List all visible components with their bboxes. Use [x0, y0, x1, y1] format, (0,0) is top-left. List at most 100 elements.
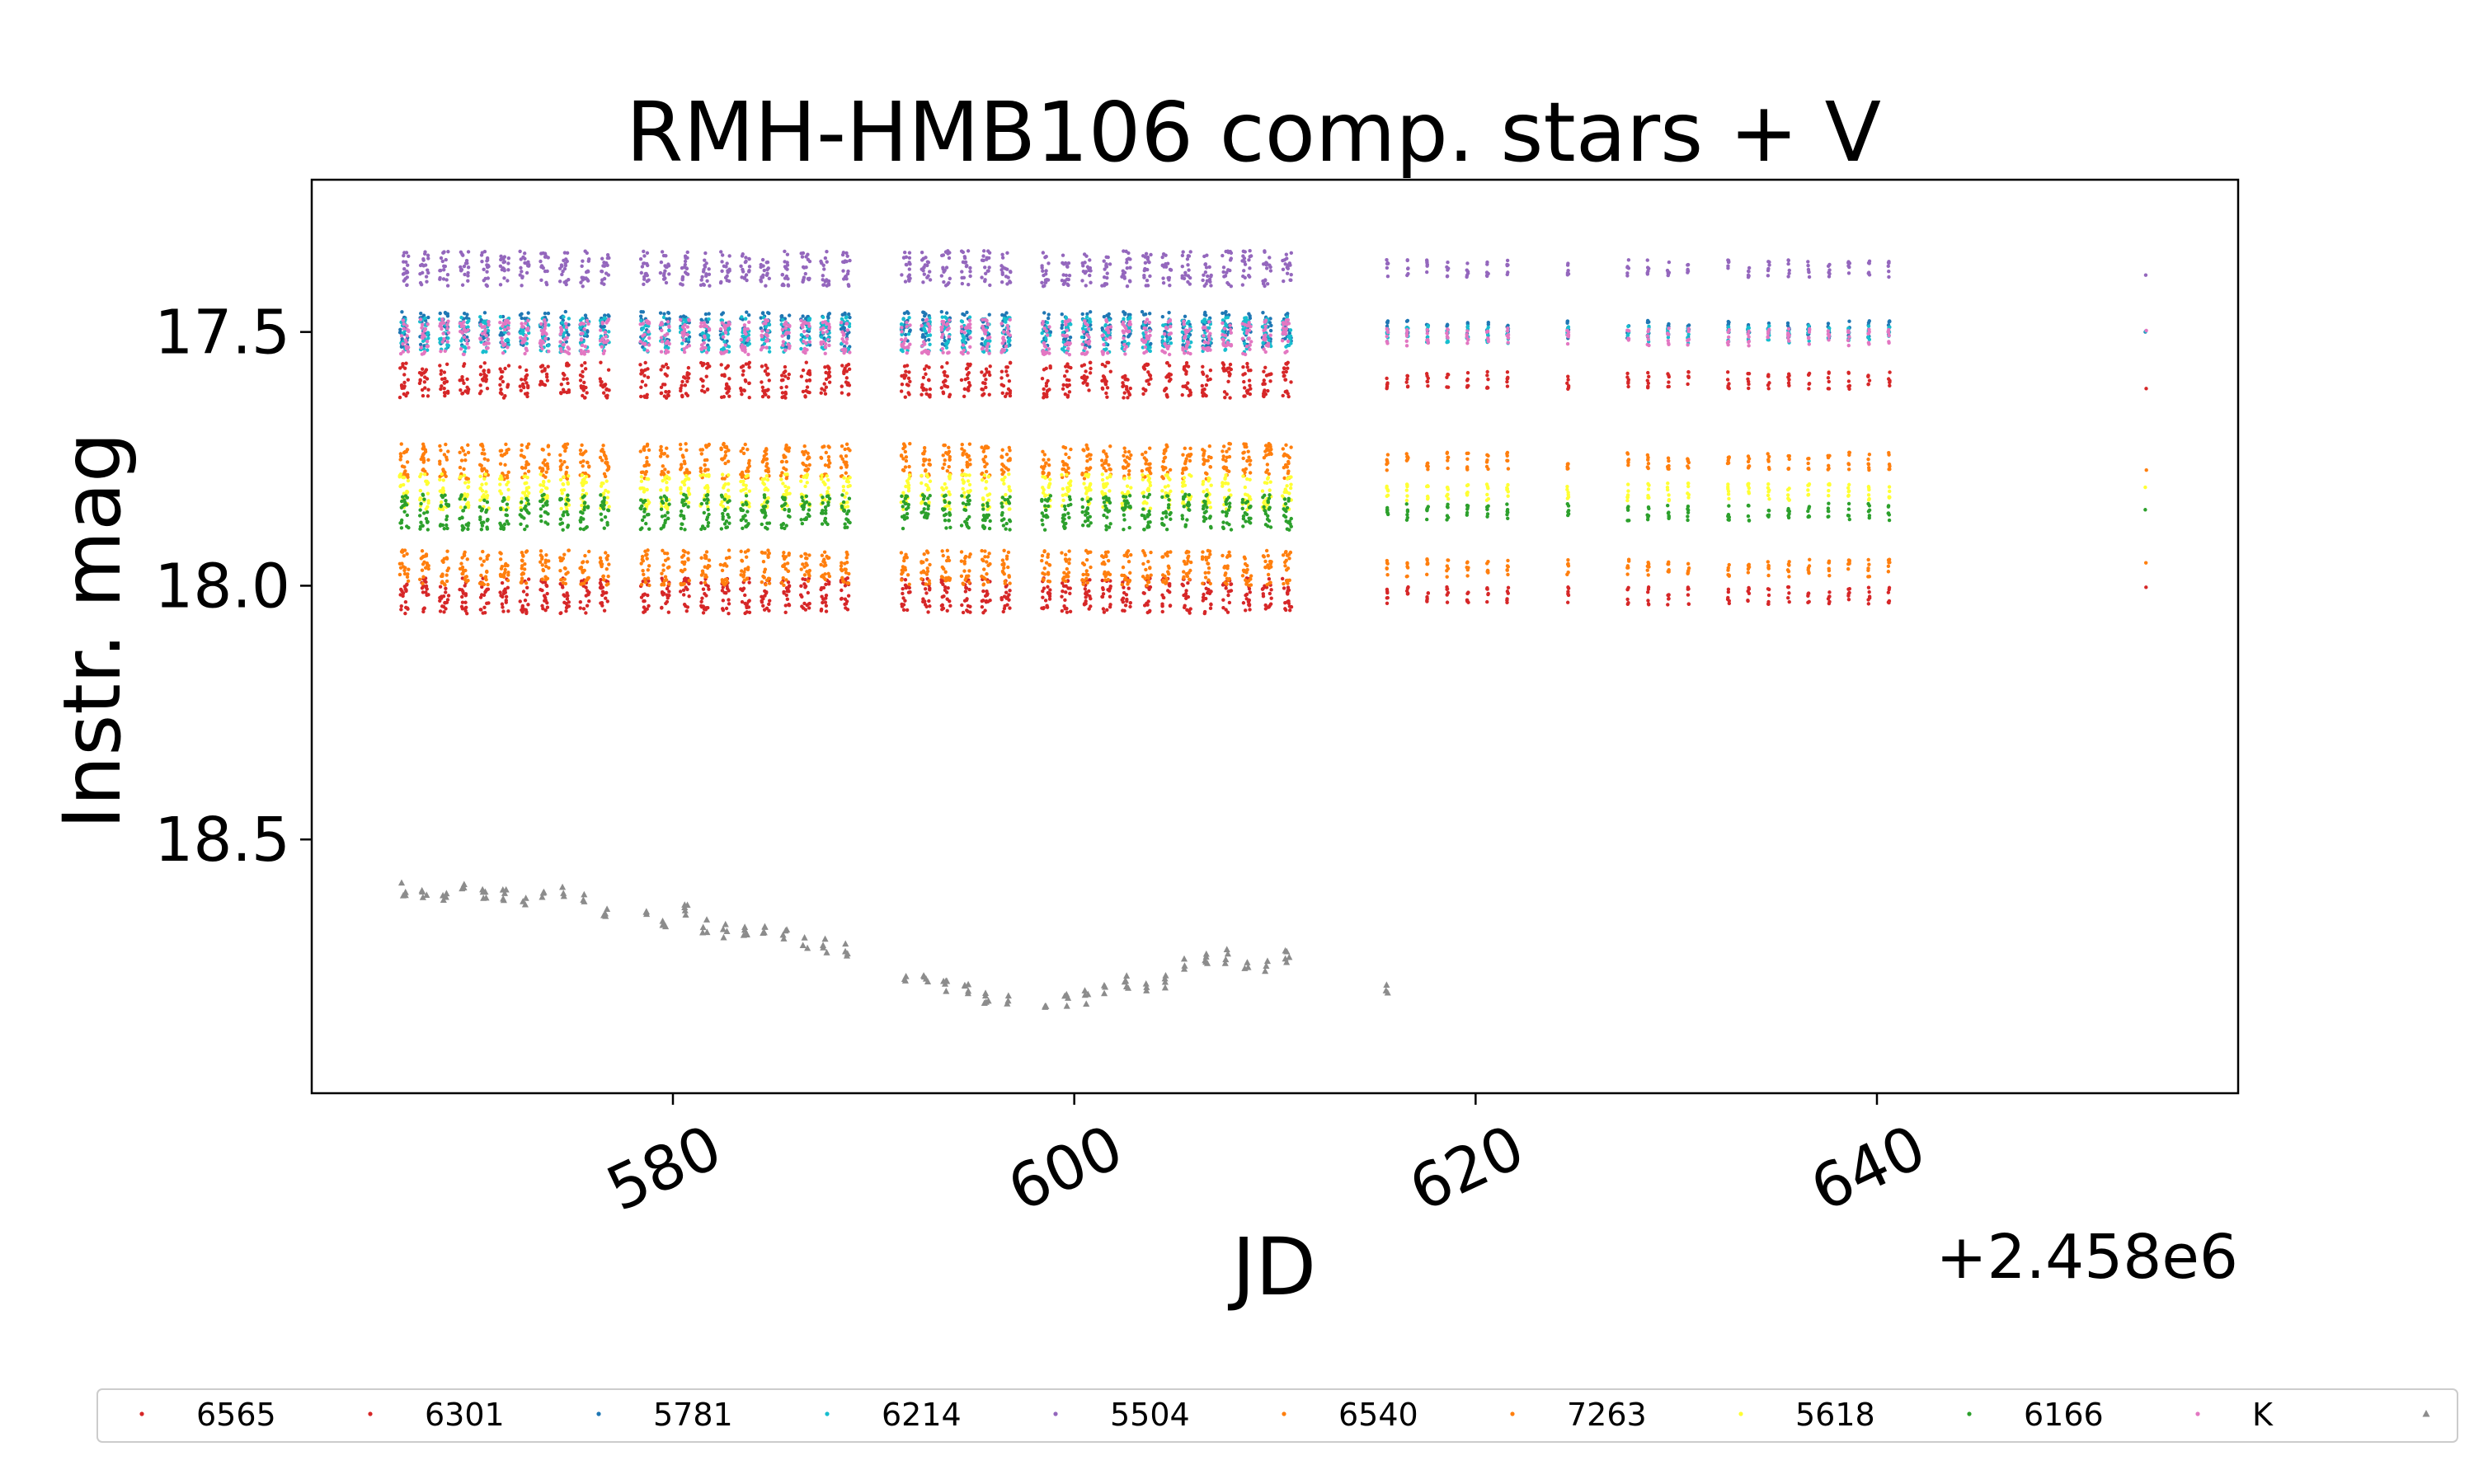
- data-point-6214: [465, 320, 469, 325]
- data-point-6540: [605, 460, 609, 465]
- data-point-6301: [904, 369, 908, 373]
- data-point-6301: [1048, 364, 1052, 369]
- data-point-6540: [703, 444, 708, 448]
- data-point-5504: [1187, 268, 1191, 272]
- data-point-6301: [598, 377, 602, 381]
- data-point-6301: [948, 392, 952, 397]
- data-point-6540: [765, 462, 769, 466]
- data-point-6565: [962, 599, 967, 603]
- data-point-6540: [661, 464, 666, 468]
- data-point-6301: [559, 383, 564, 387]
- data-point-6301: [582, 396, 587, 400]
- data-point-6540: [578, 448, 583, 453]
- data-point-6565: [1747, 591, 1752, 595]
- data-point-6565: [541, 580, 545, 585]
- data-point-6565: [767, 608, 771, 613]
- data-point-6301: [1222, 390, 1227, 394]
- data-point-5504: [843, 259, 848, 263]
- data-point-5504: [1100, 284, 1104, 288]
- data-point-6565: [559, 611, 563, 615]
- data-point-6301: [680, 393, 684, 397]
- data-point-5504: [685, 250, 689, 255]
- data-point-6301: [827, 370, 831, 374]
- data-point-6565: [701, 611, 706, 615]
- data-point-6565: [1286, 588, 1291, 593]
- data-point-5504: [980, 258, 985, 262]
- data-point-6565: [1727, 601, 1732, 606]
- data-point-6214: [1267, 338, 1271, 342]
- data-point-6301: [1245, 365, 1249, 369]
- data-point-5504: [1005, 251, 1009, 256]
- data-point-6301: [462, 362, 467, 366]
- data-point-6301: [400, 386, 404, 391]
- data-point-6301: [518, 365, 522, 369]
- data-point-5504: [1188, 275, 1192, 280]
- data-point-6540: [463, 453, 468, 457]
- data-point-6565: [581, 607, 586, 611]
- data-point-6565: [1084, 599, 1088, 603]
- data-point-5504: [1846, 271, 1851, 275]
- data-point-6540: [438, 444, 442, 448]
- data-point-5504: [822, 283, 826, 287]
- data-point-5781: [943, 338, 947, 343]
- data-point-6565: [907, 585, 912, 590]
- data-point-5504: [1041, 251, 1046, 255]
- data-point-6301: [727, 377, 731, 381]
- data-point-5504: [719, 279, 723, 284]
- data-point-6565: [503, 587, 507, 591]
- data-point-5504: [941, 267, 945, 271]
- data-point-5781: [920, 317, 925, 322]
- data-point-6301: [984, 385, 988, 390]
- data-point-5781: [419, 312, 423, 316]
- data-point-5504: [907, 251, 912, 255]
- data-point-6565: [1887, 585, 1892, 590]
- data-point-5504: [442, 250, 446, 254]
- data-point-6565: [482, 605, 487, 610]
- data-point-5504: [664, 280, 669, 285]
- data-point-5781: [1465, 321, 1470, 325]
- data-point-5504: [1168, 283, 1172, 288]
- data-point-6301: [397, 395, 402, 400]
- data-point-6565: [1224, 586, 1228, 590]
- data-point-5504: [445, 272, 450, 277]
- data-point-6301: [999, 369, 1004, 373]
- data-point-5504: [1128, 279, 1132, 284]
- data-point-5504: [1061, 261, 1065, 265]
- data-point-6565: [647, 603, 651, 608]
- data-point-6301: [1846, 384, 1851, 388]
- data-point-6301: [666, 393, 670, 398]
- data-point-6214: [1286, 343, 1291, 348]
- data-point-5504: [980, 275, 984, 279]
- data-point-5504: [904, 255, 909, 259]
- data-point-6301: [799, 374, 804, 378]
- data-point-6540: [1125, 455, 1130, 459]
- data-point-6540: [1082, 448, 1086, 453]
- data-point-5504: [725, 274, 729, 279]
- data-point-6540: [1047, 458, 1051, 462]
- data-point-6540: [647, 463, 651, 467]
- data-point-6565: [665, 586, 670, 591]
- data-point-6301: [1888, 370, 1892, 374]
- data-point-6301: [1221, 366, 1226, 370]
- data-point-6565: [1486, 591, 1490, 596]
- data-point-5781: [1060, 312, 1064, 317]
- data-point-6301: [1223, 395, 1227, 400]
- data-point-5504: [988, 283, 992, 288]
- data-point-6301: [482, 372, 487, 376]
- data-point-6540: [499, 448, 504, 453]
- data-point-6565: [585, 603, 590, 608]
- data-point-6301: [419, 371, 424, 375]
- data-point-5504: [640, 265, 645, 269]
- data-point-6565: [807, 606, 811, 610]
- data-point-5781: [1269, 323, 1273, 328]
- data-point-5781: [786, 336, 791, 340]
- data-point-6301: [1566, 387, 1570, 391]
- data-point-6301: [1725, 378, 1730, 382]
- data-point-5504: [720, 260, 724, 264]
- data-point-5504: [2143, 273, 2148, 277]
- data-point-6301: [1105, 386, 1110, 390]
- data-point-6565: [783, 603, 788, 608]
- data-point-6565: [482, 610, 487, 615]
- data-point-6301: [581, 393, 585, 398]
- data-point-5781: [443, 311, 448, 315]
